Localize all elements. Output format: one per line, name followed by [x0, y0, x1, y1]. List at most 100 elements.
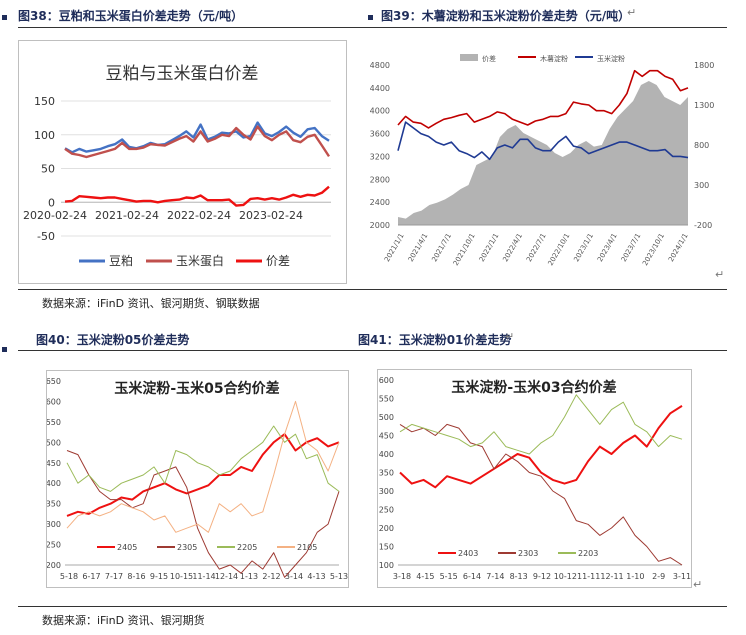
y-tick-label: -50 [37, 230, 55, 243]
chart-fig39-svg: 4800 4400 4000 3600 3200 2800 2400 2000 1800 1300… [370, 45, 715, 280]
bullet-fig38 [2, 15, 7, 20]
y-tick-label: 550 [47, 418, 61, 427]
y-tick-label: 300 [379, 487, 394, 496]
series-line [399, 405, 683, 489]
x-tick-label: 5-13 [330, 572, 348, 581]
series-line [64, 125, 331, 159]
y-right-tick-label: 300 [694, 181, 709, 190]
y-left-tick-label: 4000 [370, 107, 390, 116]
source-note-top: 数据来源：iFinD 资讯、银河期货、钢联数据 [42, 297, 260, 310]
y-right-tick-label: 1800 [694, 61, 714, 70]
chart-fig39: 4800 4400 4000 3600 3200 2800 2400 2000 1800 1300… [370, 45, 715, 280]
legend-label: 2105 [297, 543, 317, 552]
y-tick-label: 600 [47, 397, 61, 406]
chart-fig41: 玉米淀粉-玉米03合约价差 600 550 500 450 400 350 300 250 20… [377, 369, 692, 588]
y-right-tick-label: -200 [694, 221, 712, 230]
x-tick-label: 2020-02-24 [23, 209, 87, 222]
source-rule-top [18, 289, 727, 290]
y-tick-label: 350 [379, 469, 394, 478]
x-tick-label: 2-9 [652, 572, 665, 581]
y-tick-label: 600 [379, 376, 394, 385]
y-left-tick-label: 3200 [370, 152, 390, 161]
chart-fig40-svg: 玉米淀粉-玉米05合约价差 650 600 550 500 450 400 350 300 25… [46, 377, 348, 581]
y-tick-label: 650 [47, 377, 61, 386]
y-tick-label: 500 [379, 413, 394, 422]
chart-title: 玉米淀粉-玉米03合约价差 [451, 379, 616, 396]
y-tick-label: 100 [379, 561, 394, 570]
y-left-tick-label: 4400 [370, 84, 390, 93]
y-tick-label: 450 [379, 432, 394, 441]
caption-fig40: 图40：玉米淀粉05价差走势 [36, 333, 190, 347]
y-tick-label: 200 [379, 524, 394, 533]
caption-fig39: 图39：木薯淀粉和玉米淀粉价差走势（元/吨） [381, 9, 631, 23]
y-tick-label: 500 [47, 438, 61, 447]
caption-rule-bottom [18, 350, 727, 351]
x-tick-label: 4-13 [307, 572, 325, 581]
y-left-tick-label: 3600 [370, 130, 390, 139]
x-tick-label: 2023-02-24 [239, 209, 303, 222]
series-line [64, 185, 330, 207]
series-line [399, 423, 683, 566]
x-tick-label: 4-15 [416, 572, 434, 581]
x-tick-label: 10-15 [170, 572, 193, 581]
x-tick-label: 7-14 [486, 572, 504, 581]
paragraph-mark: ↵ [505, 330, 515, 343]
x-tick-label: 6-14 [463, 572, 481, 581]
spread-area [398, 81, 688, 225]
y-tick-label: 550 [379, 395, 394, 404]
y-right-tick-label: 800 [694, 141, 709, 150]
legend-label: 2205 [237, 543, 257, 552]
y-tick-label: 450 [47, 459, 61, 468]
legend-label: 2303 [518, 549, 538, 558]
y-tick-label: 50 [41, 163, 55, 176]
series-line [66, 433, 340, 517]
series-line [66, 425, 340, 492]
legend-label: 玉米淀粉 [597, 54, 625, 63]
legend-label: 价差 [482, 54, 496, 63]
x-tick-label: 9-12 [533, 572, 551, 581]
source-note-bottom: 数据来源：iFinD 资讯、银河期货 [42, 614, 205, 627]
y-tick-label: 150 [379, 543, 394, 552]
y-tick-label: 250 [47, 541, 61, 550]
legend-label: 2405 [117, 543, 137, 552]
x-tick-label: 1-13 [240, 572, 258, 581]
legend-label: 价差 [266, 254, 290, 268]
x-tick-label: 8-16 [127, 572, 145, 581]
x-tick-label: 3-11 [673, 572, 691, 581]
x-tick-label: 9-15 [150, 572, 168, 581]
series-line [397, 69, 689, 129]
x-tick-label: 3-18 [393, 572, 411, 581]
x-tick-label: 2021-02-24 [95, 209, 159, 222]
y-left-tick-label: 2000 [370, 221, 390, 230]
legend-label: 玉米蛋白 [176, 253, 224, 268]
y-tick-label: 400 [379, 450, 394, 459]
x-tick-label: 12-11 [600, 572, 623, 581]
y-left-tick-label: 2400 [370, 198, 390, 207]
y-tick-label: 0 [48, 196, 55, 209]
legend-swatch [460, 54, 478, 61]
paragraph-mark: ↵ [627, 6, 637, 19]
paragraph-mark: ↵ [715, 268, 725, 281]
y-left-tick-label: 2800 [370, 175, 390, 184]
y-tick-label: 150 [34, 95, 55, 108]
chart-fig40: 玉米淀粉-玉米05合约价差 650 600 550 500 450 400 350 300 25… [46, 370, 349, 588]
y-right-tick-label: 1300 [694, 101, 714, 110]
y-tick-label: 250 [379, 506, 394, 515]
series-line [64, 121, 330, 154]
x-tick-label: 10-12 [554, 572, 577, 581]
caption-fig41: 图41：玉米淀粉01价差走势 [358, 333, 512, 347]
bullet-fig40 [2, 347, 7, 352]
caption-fig38: 图38：豆粕和玉米蛋白价差走势（元/吨） [18, 9, 244, 23]
x-tick-label: 3-14 [285, 572, 303, 581]
caption-rule-top [18, 27, 727, 28]
x-tick-label: 5-18 [60, 572, 78, 581]
legend-label: 2403 [458, 549, 478, 558]
x-tick-label: 5-15 [440, 572, 458, 581]
y-tick-label: 400 [47, 479, 61, 488]
legend-label: 豆粕 [109, 253, 133, 268]
x-tick-label: 11-11 [577, 572, 600, 581]
chart-title: 豆粕与玉米蛋白价差 [106, 64, 259, 84]
legend-label: 木薯淀粉 [540, 54, 568, 63]
series-line [66, 450, 340, 578]
bullet-fig39 [368, 15, 373, 20]
